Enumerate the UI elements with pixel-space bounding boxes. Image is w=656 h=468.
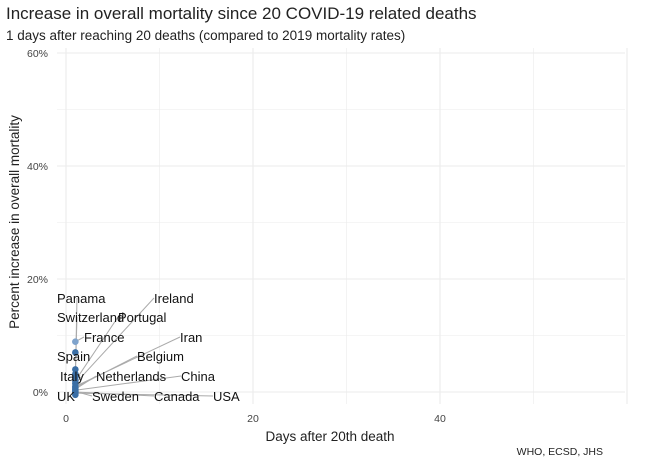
y-tick-label: 0%: [33, 387, 48, 399]
y-tick-label: 40%: [27, 161, 48, 173]
country-label: USA: [213, 389, 240, 404]
x-tick-label: 0: [63, 413, 69, 425]
x-axis-label: Days after 20th death: [265, 429, 394, 444]
y-tick-label: 20%: [27, 274, 48, 286]
label-connector: [75, 375, 97, 390]
country-label: Canada: [154, 389, 200, 404]
label-connector: [74, 297, 78, 378]
x-tick-label: 40: [434, 413, 446, 425]
country-label: Netherlands: [96, 369, 167, 384]
country-label: Italy: [60, 369, 84, 384]
y-tick-label: 60%: [27, 48, 48, 60]
country-label: China: [181, 369, 216, 384]
country-label: UK: [57, 389, 75, 404]
data-point: [72, 366, 79, 373]
country-label: Portugal: [118, 310, 167, 325]
country-label: France: [84, 330, 124, 345]
data-point: [72, 338, 79, 346]
country-label: Belgium: [137, 349, 184, 364]
label-connector: [74, 297, 155, 384]
country-label: Iran: [180, 330, 202, 345]
caption: WHO, ECSD, JHS: [517, 446, 603, 458]
country-label: Panama: [57, 291, 106, 306]
country-label: Sweden: [92, 389, 139, 404]
chart-subtitle: 1 days after reaching 20 deaths (compare…: [6, 28, 405, 43]
y-axis-label: Percent increase in overall mortality: [7, 115, 22, 329]
country-label: Ireland: [154, 291, 194, 306]
x-tick-label: 20: [247, 413, 259, 425]
data-point: [72, 391, 79, 399]
chart-title: Increase in overall mortality since 20 C…: [6, 4, 477, 23]
data-point: [72, 349, 79, 356]
label-connector: [75, 375, 182, 391]
country-label: Spain: [57, 349, 90, 364]
label-connector: [75, 392, 214, 397]
country-label: Switzerland: [57, 310, 124, 325]
label-connector: [74, 316, 119, 381]
